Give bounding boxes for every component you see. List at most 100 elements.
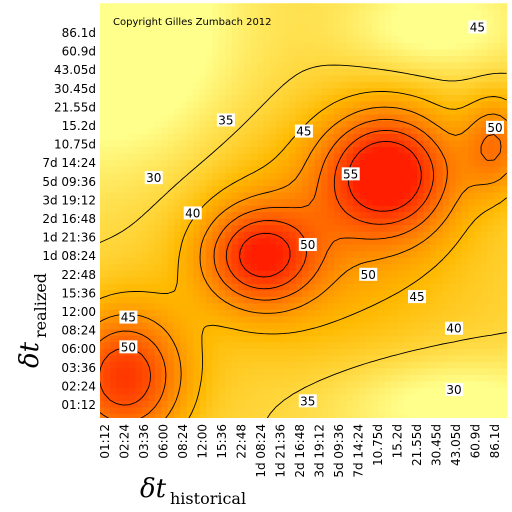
heatmap-cell [173,341,181,349]
heatmap-cell [353,3,361,11]
heatmap-cell [340,35,348,43]
heatmap-cell [455,81,463,89]
heatmap-cell [429,322,437,330]
heatmap-cell [193,146,201,154]
heatmap-cell [193,309,201,317]
heatmap-cell [231,348,239,356]
heatmap-cell [487,81,495,89]
heatmap-cell [180,296,188,304]
heatmap-cell [129,361,137,369]
heatmap-cell [385,257,393,265]
heatmap-cell [135,205,143,213]
heatmap-cell [365,87,373,95]
heatmap-cell [173,237,181,245]
heatmap-cell [487,296,495,304]
heatmap-cell [289,263,297,271]
heatmap-cell [301,211,309,219]
heatmap-cell [250,250,258,258]
heatmap-cell [257,315,265,323]
heatmap-cell [333,165,341,174]
heatmap-cell [468,367,476,375]
heatmap-cell [468,328,476,336]
heatmap-cell [340,315,348,323]
heatmap-cell [193,276,201,284]
heatmap-cell [404,100,412,108]
heatmap-cell [333,270,341,278]
heatmap-cell [263,68,271,76]
heatmap-cell [378,393,386,401]
heatmap-cell [173,179,181,187]
heatmap-cell [461,354,469,362]
heatmap-cell [308,335,316,343]
heatmap-cell [199,276,207,284]
heatmap-cell [244,179,252,187]
heatmap-cell [449,237,457,245]
heatmap-cell [100,94,105,102]
heatmap-cell [314,406,322,414]
heatmap-cell [333,35,341,43]
heatmap-cell [193,315,201,323]
heatmap-cell [276,120,284,128]
heatmap-cell [186,361,194,369]
heatmap-cell [455,218,463,226]
heatmap-cell [116,29,124,37]
heatmap-cell [289,283,297,291]
heatmap-cell [231,159,239,167]
heatmap-cell [225,244,233,252]
heatmap-cell [100,29,105,37]
heatmap-cell [161,374,169,382]
heatmap-cell [353,42,361,50]
heatmap-cell [100,35,105,43]
heatmap-cell [314,133,322,141]
heatmap-cell [385,211,393,219]
heatmap-cell [282,159,290,167]
y-tick-label: 15.2d [62,119,96,133]
heatmap-cell [481,224,489,232]
heatmap-cell [487,192,495,200]
heatmap-cell [231,172,239,180]
heatmap-cell [353,237,361,245]
heatmap-cell [327,348,335,356]
heatmap-cell [173,120,181,128]
heatmap-cell [333,68,341,76]
heatmap-cell [141,94,149,102]
heatmap-cell [148,257,156,265]
heatmap-cell [455,16,463,24]
heatmap-cell [449,296,457,304]
heatmap-cell [295,211,303,219]
heatmap-cell [372,257,380,265]
heatmap-cell [135,302,143,310]
heatmap-cell [103,315,111,323]
heatmap-cell [141,81,149,89]
heatmap-cell [180,231,188,239]
heatmap-cell [461,296,469,304]
heatmap-cell [103,380,111,388]
heatmap-cell [116,107,124,115]
heatmap-cell [154,87,162,95]
heatmap-cell [385,354,393,362]
heatmap-cell [353,87,361,95]
heatmap-cell [487,315,495,323]
heatmap-cell [308,270,316,278]
heatmap-cell [493,231,501,239]
heatmap-cell [289,276,297,284]
heatmap-cell [493,179,501,187]
heatmap-cell [359,406,367,414]
heatmap-cell [461,335,469,343]
heatmap-cell [122,9,130,17]
heatmap-cell [237,367,245,375]
heatmap-cell [353,29,361,37]
heatmap-cell [301,263,309,271]
heatmap-cell [391,406,399,414]
heatmap-cell [231,367,239,375]
heatmap-cell [154,400,162,408]
heatmap-cell [340,133,348,141]
heatmap-cell [314,231,322,239]
heatmap-cell [135,100,143,108]
heatmap-cell [417,192,425,200]
heatmap-cell [161,55,169,63]
heatmap-cell [378,185,386,193]
heatmap-cell [455,413,463,418]
heatmap-cell [449,48,457,56]
heatmap-cell [404,48,412,56]
